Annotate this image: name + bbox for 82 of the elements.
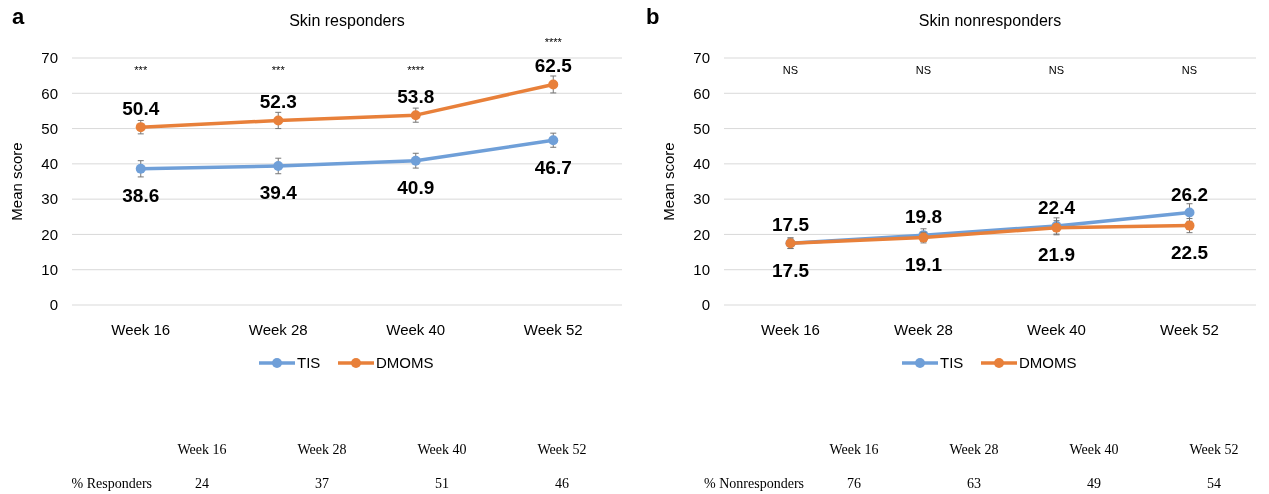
data-label: 52.3 bbox=[259, 91, 297, 113]
x-tick-label: Week 28 bbox=[248, 321, 308, 338]
point bbox=[548, 79, 559, 90]
legend-label: DMOMS bbox=[376, 354, 434, 372]
y-tick-label: 50 bbox=[41, 119, 58, 137]
legend-label: TIS bbox=[940, 354, 964, 372]
y-tick-label: 0 bbox=[49, 296, 58, 314]
text: % Nonresponders bbox=[704, 476, 804, 491]
text: b bbox=[646, 4, 660, 29]
text: 51 bbox=[435, 476, 449, 491]
data-label: 40.9 bbox=[397, 176, 435, 198]
chart-title: Skin responders bbox=[289, 12, 405, 29]
x-tick-label: Week 28 bbox=[894, 321, 953, 338]
y-tick-label: 20 bbox=[41, 225, 58, 243]
category-label: Week 28 bbox=[949, 442, 999, 457]
x-tick-label: Week 52 bbox=[1160, 321, 1219, 338]
data-label: 53.8 bbox=[397, 86, 435, 108]
text: 63 bbox=[967, 476, 981, 491]
data-label: 62.5 bbox=[534, 55, 573, 77]
category-label: Week 40 bbox=[1069, 442, 1119, 457]
annotation: *** bbox=[134, 64, 148, 76]
category-label: Week 28 bbox=[297, 442, 347, 457]
y-tick-label: 10 bbox=[693, 260, 710, 278]
y-axis-title: Mean score bbox=[660, 142, 677, 221]
text: 76 bbox=[847, 476, 861, 491]
data-label: 39.4 bbox=[259, 182, 298, 204]
text: a bbox=[12, 4, 25, 29]
annotation: NS bbox=[915, 64, 932, 76]
data-label: 50.4 bbox=[122, 98, 160, 120]
annotation: NS bbox=[1181, 64, 1198, 76]
annotation: NS bbox=[1048, 64, 1065, 76]
chart-title: Skin nonresponders bbox=[918, 12, 1062, 29]
text: 37 bbox=[315, 476, 329, 491]
data-label: 46.7 bbox=[534, 156, 572, 178]
y-tick-label: 30 bbox=[693, 190, 710, 208]
y-tick-label: 40 bbox=[41, 155, 58, 173]
y-tick-label: 20 bbox=[693, 225, 710, 243]
x-tick-label: Week 40 bbox=[386, 321, 446, 338]
data-label: 17.5 bbox=[772, 214, 810, 236]
data-label: 21.9 bbox=[1038, 244, 1075, 266]
y-tick-label: 30 bbox=[41, 190, 58, 208]
y-tick-label: 50 bbox=[693, 119, 710, 137]
category-label: Week 40 bbox=[417, 442, 467, 457]
text: 46 bbox=[555, 476, 569, 491]
data-label: 17.5 bbox=[772, 259, 810, 281]
text: **** bbox=[544, 36, 563, 49]
annotation: *** bbox=[271, 64, 286, 76]
text: % Responders bbox=[71, 476, 152, 491]
data-label: 19.8 bbox=[905, 206, 942, 228]
legend-label: TIS bbox=[297, 354, 321, 372]
text: 49 bbox=[1087, 476, 1101, 491]
data-label: 26.2 bbox=[1171, 183, 1208, 205]
y-tick-label: 40 bbox=[693, 155, 710, 173]
text: 54 bbox=[1207, 476, 1221, 491]
y-tick-label: 0 bbox=[701, 296, 710, 314]
category-label: Week 16 bbox=[177, 442, 227, 457]
y-tick-label: 60 bbox=[41, 84, 58, 102]
annotation: **** bbox=[407, 64, 426, 76]
point bbox=[135, 163, 146, 174]
y-tick-label: 70 bbox=[41, 49, 58, 67]
data-label: 19.1 bbox=[905, 253, 943, 275]
y-tick-label: 60 bbox=[693, 84, 710, 102]
x-tick-label: Week 16 bbox=[111, 321, 171, 338]
x-tick-label: Week 52 bbox=[523, 321, 583, 338]
y-axis-title: Mean score bbox=[8, 142, 25, 221]
data-label: 22.4 bbox=[1038, 196, 1076, 218]
annotation: NS bbox=[782, 64, 799, 76]
category-label: Week 52 bbox=[537, 442, 587, 457]
data-label: 38.6 bbox=[122, 185, 160, 207]
point bbox=[410, 110, 421, 121]
y-tick-label: 10 bbox=[41, 260, 58, 278]
x-tick-label: Week 40 bbox=[1027, 321, 1086, 338]
legend-label: DMOMS bbox=[1019, 354, 1077, 372]
point bbox=[273, 115, 284, 126]
category-label: Week 16 bbox=[829, 442, 879, 457]
data-label: 22.5 bbox=[1171, 241, 1209, 263]
point bbox=[548, 135, 559, 146]
point bbox=[273, 160, 284, 171]
y-tick-label: 70 bbox=[693, 49, 710, 67]
text: 24 bbox=[195, 476, 209, 491]
x-tick-label: Week 16 bbox=[761, 321, 820, 338]
category-label: Week 52 bbox=[1189, 442, 1239, 457]
